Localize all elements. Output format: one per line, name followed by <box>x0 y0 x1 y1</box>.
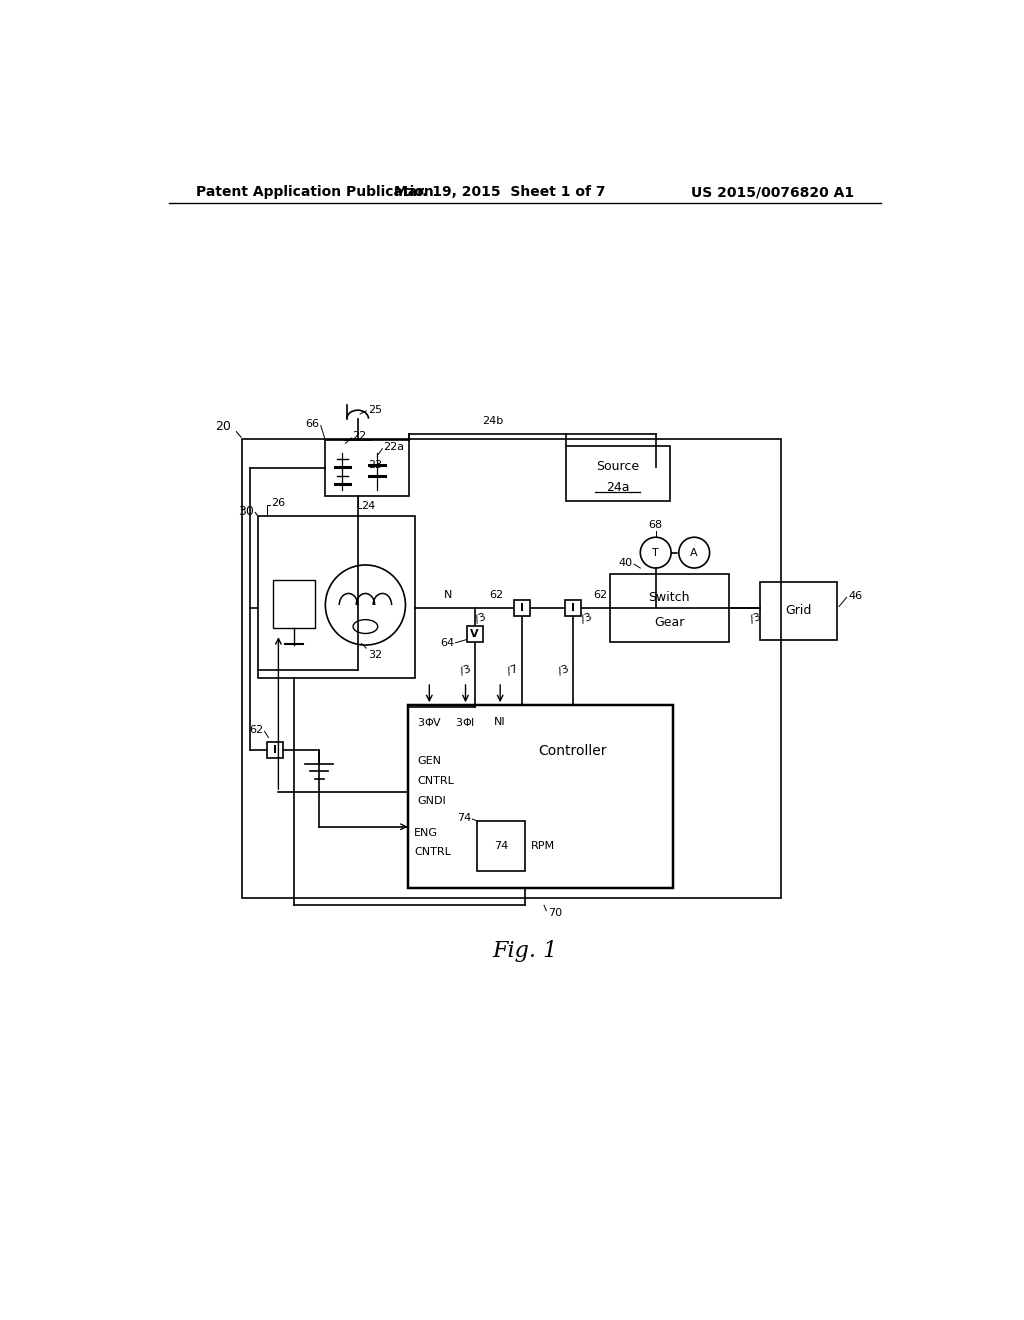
Text: NI: NI <box>495 717 506 727</box>
Text: RPM: RPM <box>531 841 555 851</box>
Text: /3: /3 <box>474 612 487 626</box>
Bar <box>258 516 416 678</box>
Text: 32: 32 <box>368 649 382 660</box>
Text: 68: 68 <box>648 520 663 529</box>
Bar <box>761 582 838 640</box>
Text: US 2015/0076820 A1: US 2015/0076820 A1 <box>691 185 854 199</box>
Text: /3: /3 <box>557 664 570 677</box>
Text: T: T <box>652 548 659 557</box>
Text: /3: /3 <box>749 612 763 626</box>
Text: 22: 22 <box>352 430 367 441</box>
Text: 24a: 24a <box>606 480 630 494</box>
Circle shape <box>640 537 671 568</box>
Text: I: I <box>273 744 278 755</box>
Text: 3$\Phi$V: 3$\Phi$V <box>417 715 442 729</box>
Text: 20: 20 <box>215 420 230 433</box>
Bar <box>514 601 529 616</box>
Text: 24b: 24b <box>482 416 503 426</box>
Text: GNDI: GNDI <box>417 796 445 807</box>
Text: /3: /3 <box>581 612 594 626</box>
Text: 24: 24 <box>361 502 376 511</box>
Text: Grid: Grid <box>785 605 812 618</box>
Text: 62: 62 <box>593 590 607 601</box>
Text: Mar. 19, 2015  Sheet 1 of 7: Mar. 19, 2015 Sheet 1 of 7 <box>394 185 606 199</box>
Text: /7: /7 <box>506 664 519 677</box>
Text: 22a: 22a <box>383 442 404 453</box>
Text: 23: 23 <box>368 459 382 470</box>
Text: 30: 30 <box>238 504 254 517</box>
Text: 3$\Phi$I: 3$\Phi$I <box>456 715 475 729</box>
Bar <box>273 581 315 628</box>
Bar <box>243 440 781 898</box>
Text: 74: 74 <box>494 841 508 851</box>
Text: Patent Application Publication: Patent Application Publication <box>196 185 434 199</box>
Bar <box>477 821 524 871</box>
Text: 74: 74 <box>457 813 471 822</box>
Text: I: I <box>520 603 523 612</box>
Text: 66: 66 <box>305 418 319 429</box>
Text: 25: 25 <box>368 405 382 416</box>
Text: 62: 62 <box>489 590 504 601</box>
Bar <box>565 601 582 616</box>
Text: A: A <box>690 548 698 557</box>
Text: 46: 46 <box>848 591 862 601</box>
Text: Fig. 1: Fig. 1 <box>493 940 557 962</box>
Text: Switch: Switch <box>648 591 690 605</box>
Text: GEN: GEN <box>417 755 441 766</box>
Text: V: V <box>470 630 479 639</box>
Circle shape <box>679 537 710 568</box>
Text: Controller: Controller <box>539 744 606 758</box>
Text: N: N <box>443 590 452 601</box>
Text: 64: 64 <box>440 639 454 648</box>
Text: 62: 62 <box>249 725 263 735</box>
Bar <box>408 705 674 888</box>
Bar <box>609 574 729 642</box>
Bar <box>267 742 284 758</box>
Text: 26: 26 <box>270 499 285 508</box>
Text: I: I <box>571 603 575 612</box>
Text: CNTRL: CNTRL <box>417 776 454 785</box>
Text: ENG: ENG <box>414 828 438 838</box>
Text: 40: 40 <box>618 557 633 568</box>
Bar <box>565 446 670 502</box>
Text: Gear: Gear <box>654 616 684 630</box>
Bar <box>325 441 410 496</box>
Text: /3: /3 <box>459 664 472 677</box>
Bar <box>467 626 483 643</box>
Text: Source: Source <box>596 461 639 473</box>
Text: 70: 70 <box>548 908 562 917</box>
Text: CNTRL: CNTRL <box>414 847 451 857</box>
